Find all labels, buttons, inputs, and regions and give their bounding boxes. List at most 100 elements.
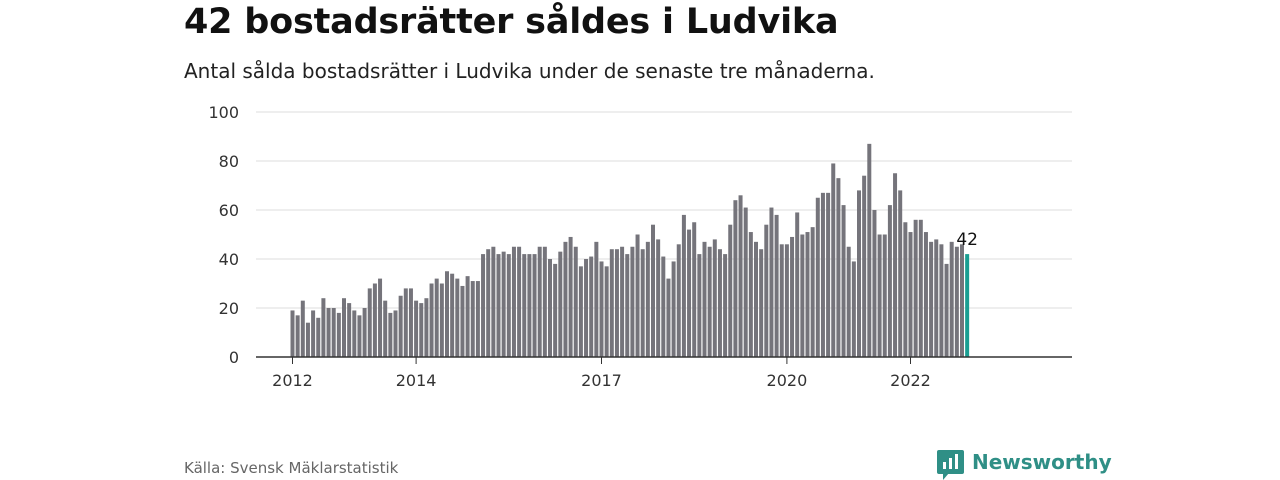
chart-title: 42 bostadsrätter såldes i Ludvika bbox=[184, 2, 839, 42]
bar bbox=[671, 261, 676, 357]
bar bbox=[408, 288, 413, 357]
bar bbox=[496, 254, 501, 357]
bar bbox=[635, 234, 640, 357]
bar bbox=[800, 234, 805, 357]
bar bbox=[388, 312, 393, 357]
bar bbox=[810, 227, 815, 357]
bar bbox=[640, 249, 645, 357]
bar bbox=[511, 246, 516, 357]
bar bbox=[738, 195, 743, 357]
bar bbox=[681, 214, 686, 357]
bar bbox=[460, 285, 465, 357]
bar bbox=[501, 251, 506, 357]
bar bbox=[470, 281, 475, 357]
bar bbox=[712, 239, 717, 357]
bar bbox=[573, 246, 578, 357]
bar bbox=[378, 278, 383, 357]
x-tick-label: 2014 bbox=[396, 371, 437, 390]
bar bbox=[723, 254, 728, 357]
highlight-value-label: 42 bbox=[956, 230, 978, 250]
bar bbox=[589, 256, 594, 357]
bar bbox=[522, 254, 527, 357]
bar bbox=[934, 239, 939, 357]
bar bbox=[790, 236, 795, 357]
bar bbox=[326, 308, 331, 357]
bar bbox=[305, 322, 310, 357]
y-tick-label: 20 bbox=[219, 299, 239, 318]
bar bbox=[908, 232, 913, 357]
bar bbox=[944, 263, 949, 357]
bar bbox=[486, 249, 491, 357]
bar bbox=[661, 256, 666, 357]
bar bbox=[877, 234, 882, 357]
bar bbox=[542, 246, 547, 357]
bar bbox=[450, 273, 455, 357]
bar bbox=[826, 192, 831, 357]
bar bbox=[517, 246, 522, 357]
bar bbox=[707, 246, 712, 357]
bar bbox=[439, 283, 444, 357]
bar bbox=[702, 241, 707, 357]
bar bbox=[424, 298, 429, 357]
bar bbox=[759, 249, 764, 357]
bar bbox=[831, 163, 836, 357]
bar bbox=[537, 246, 542, 357]
bar bbox=[290, 310, 295, 357]
bar bbox=[393, 310, 398, 357]
x-tick-label: 2012 bbox=[272, 371, 313, 390]
bar bbox=[820, 192, 825, 357]
bar bbox=[805, 232, 810, 357]
bar bbox=[342, 298, 346, 357]
x-tick-label: 2020 bbox=[767, 371, 808, 390]
bar bbox=[656, 239, 661, 357]
bar bbox=[692, 222, 697, 357]
bar bbox=[372, 283, 377, 357]
x-tick-label: 2017 bbox=[581, 371, 622, 390]
bar bbox=[465, 276, 470, 357]
bar bbox=[584, 259, 589, 357]
bar bbox=[599, 261, 604, 357]
bar bbox=[923, 232, 928, 357]
bar bbox=[336, 312, 341, 357]
bar bbox=[383, 300, 388, 357]
y-tick-label: 40 bbox=[219, 250, 239, 269]
y-tick-label: 0 bbox=[229, 348, 239, 367]
bar bbox=[867, 143, 872, 357]
bar bbox=[846, 246, 851, 357]
bar bbox=[784, 244, 789, 357]
bar bbox=[774, 214, 779, 357]
bar bbox=[748, 232, 753, 357]
bar bbox=[481, 254, 486, 357]
bar bbox=[954, 246, 959, 357]
bar bbox=[321, 298, 326, 357]
bar bbox=[455, 278, 460, 357]
bar bbox=[434, 278, 439, 357]
y-axis: 0 20 40 60 80 100 bbox=[208, 103, 239, 367]
bar bbox=[491, 246, 496, 357]
bar bbox=[666, 278, 671, 357]
bar bbox=[893, 173, 898, 357]
bar bbox=[398, 295, 403, 357]
bar bbox=[331, 308, 336, 357]
bar bbox=[815, 197, 820, 357]
bar bbox=[851, 261, 856, 357]
bar bbox=[295, 315, 300, 357]
bar bbox=[475, 281, 480, 357]
bar bbox=[311, 310, 316, 357]
bar bbox=[676, 244, 681, 357]
bar bbox=[563, 241, 568, 357]
bar bbox=[532, 254, 537, 357]
bar bbox=[414, 300, 419, 357]
bar bbox=[913, 219, 918, 357]
data-labels: 42 bbox=[956, 230, 978, 250]
newsworthy-logo-icon bbox=[937, 450, 964, 480]
bar bbox=[568, 236, 573, 357]
bar bbox=[625, 254, 630, 357]
bar bbox=[645, 241, 650, 357]
y-tick-label: 100 bbox=[208, 103, 239, 122]
bar bbox=[403, 288, 408, 357]
bar bbox=[743, 207, 748, 357]
bar bbox=[754, 241, 758, 357]
bar bbox=[779, 244, 784, 357]
bar bbox=[594, 241, 599, 357]
